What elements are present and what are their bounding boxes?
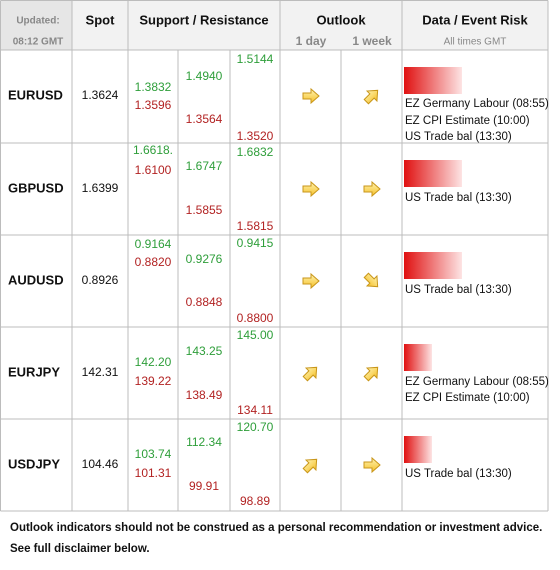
resistance: 145.00 [237,328,274,342]
event: EZ Germany Labour (08:55) [405,376,549,388]
support: 138.49 [186,388,223,402]
outlook-arrow [363,180,381,198]
risk-bar [404,160,462,187]
resistance: 142.20 [135,355,172,369]
event: US Trade bal (13:30) [405,192,512,204]
outlook-1week: 1 week [352,34,392,48]
updated-bg [0,0,72,51]
disclaimer: Outlook indicators should not be constru… [10,522,542,534]
table-body: EURUSD 1.3624 1.3832 1.3596 1.4940 1.3564 1.51… [8,52,549,508]
support: 99.91 [189,479,219,493]
support: 0.8800 [237,311,274,325]
support: 1.5815 [237,219,274,233]
outlook-arrow [363,89,379,105]
outlook-arrow [363,366,379,382]
updated-time: 08:12 GMT [13,37,64,48]
support: 0.8820 [135,255,172,269]
event: EZ Germany Labour (08:55) [405,98,549,110]
outlook-arrow [363,456,381,474]
support: 1.3596 [135,98,172,112]
resistance: 103.74 [135,447,172,461]
risk-bar [404,436,432,463]
risk-header: Data / Event Risk [422,12,528,27]
resistance: 0.9276 [186,252,223,266]
event: US Trade bal (13:30) [405,468,512,480]
pair: USDJPY [8,456,60,471]
spot: 1.3624 [82,88,119,102]
resistance: 1.4940 [186,69,223,83]
spot: 1.6399 [82,181,119,195]
pair: EURUSD [8,87,63,102]
sr-header: Support / Resistance [139,12,268,27]
event: US Trade bal (13:30) [405,131,512,143]
resistance: 1.6618. [133,143,173,157]
support: 1.3520 [237,129,274,143]
pair: EURJPY [8,364,60,379]
support: 1.5855 [186,203,223,217]
support: 139.22 [135,374,172,388]
outlook-1day: 1 day [296,34,327,48]
support: 1.6100 [135,163,172,177]
spot-header: Spot [86,12,116,27]
risk-bar [404,252,462,279]
resistance: 143.25 [186,344,223,358]
support: 0.8848 [186,295,223,309]
support: 134.11 [237,403,273,417]
support: 98.89 [240,494,270,508]
resistance: 0.9164 [135,237,172,251]
spot: 104.46 [82,457,119,471]
outlook-arrow [302,87,320,105]
spot: 142.31 [82,365,119,379]
resistance: 112.34 [186,435,222,449]
risk-bar [404,67,462,94]
resistance: 1.6832 [237,145,274,159]
resistance: 1.3832 [135,80,172,94]
outlook-arrow [302,366,318,382]
event: EZ CPI Estimate (10:00) [405,115,530,127]
updated-label: Updated: [16,16,59,27]
risk-note: All times GMT [444,37,507,48]
outlook-header: Outlook [316,12,366,27]
support: 1.3564 [186,112,223,126]
outlook-arrow [363,272,379,288]
resistance: 1.6747 [186,159,223,173]
event: US Trade bal (13:30) [405,284,512,296]
support: 101.31 [135,466,172,480]
pair: AUDUSD [8,272,64,287]
risk-bar [404,344,432,371]
spot: 0.8926 [82,273,119,287]
header-bg [0,0,548,51]
event: EZ CPI Estimate (10:00) [405,392,530,404]
pair: GBPUSD [8,180,64,195]
resistance: 120.70 [237,420,274,434]
disclaimer: See full disclaimer below. [10,543,150,555]
grid [0,0,549,512]
resistance: 0.9415 [237,236,274,250]
outlook-arrow [302,180,320,198]
resistance: 1.5144 [237,52,274,66]
outlook-arrow [302,458,318,474]
outlook-arrow [302,272,320,290]
